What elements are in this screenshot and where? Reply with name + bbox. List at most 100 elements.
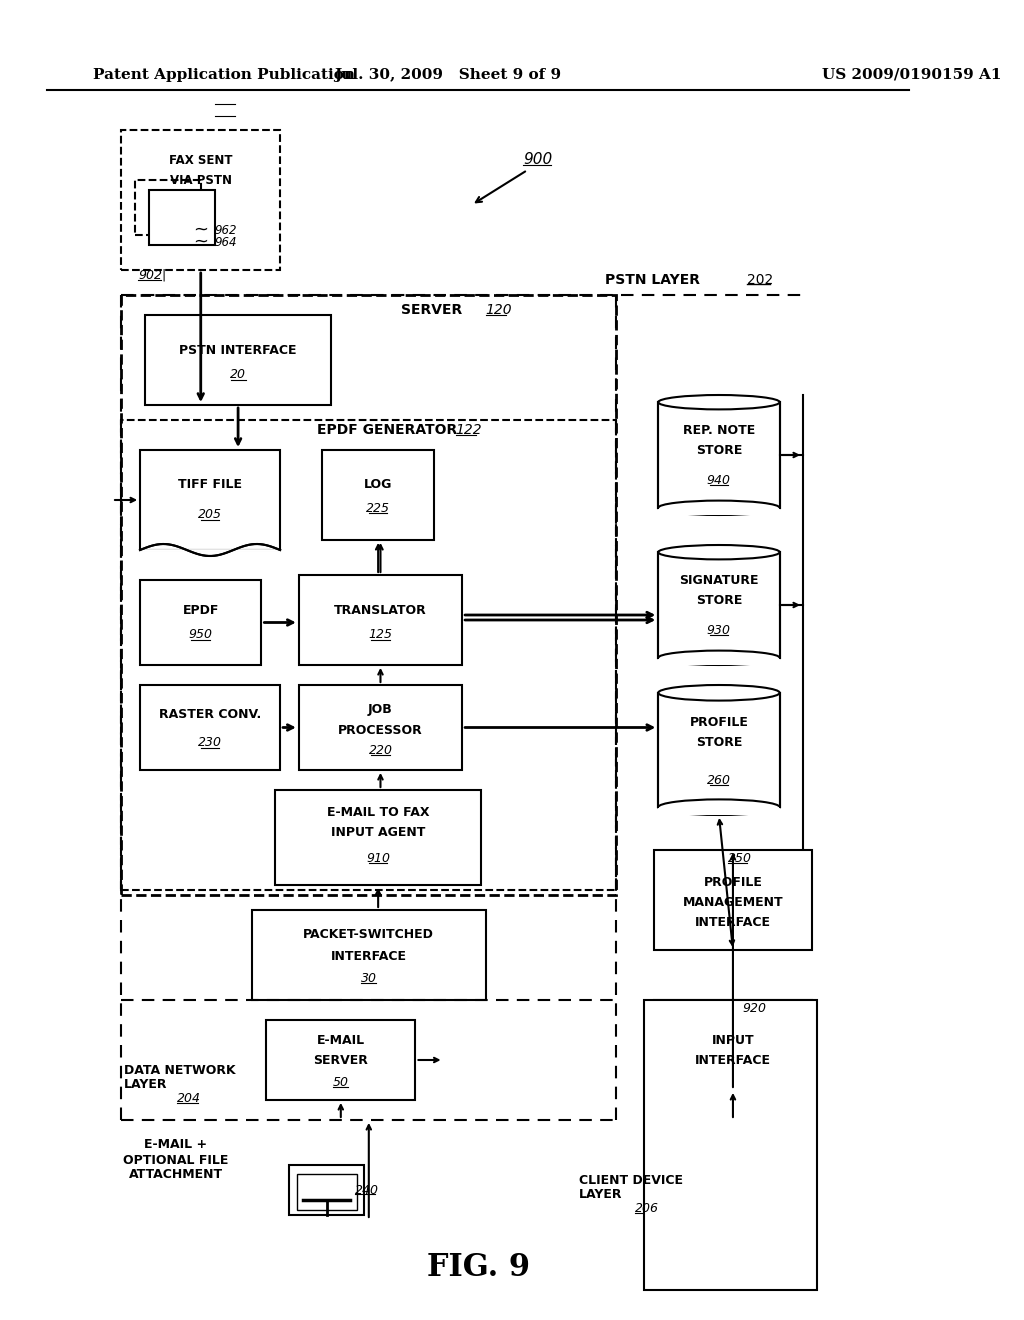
Bar — [658, 508, 779, 515]
Text: Patent Application Publication: Patent Application Publication — [93, 69, 355, 82]
Text: ~: ~ — [194, 220, 208, 239]
Text: EPDF: EPDF — [182, 603, 219, 616]
Bar — [658, 693, 779, 808]
Text: TRANSLATOR: TRANSLATOR — [334, 603, 427, 616]
Bar — [644, 1001, 817, 1290]
Text: 940: 940 — [707, 474, 731, 487]
Text: 910: 910 — [367, 851, 390, 865]
Text: LAYER: LAYER — [124, 1078, 168, 1092]
Text: 125: 125 — [369, 628, 392, 642]
Text: 240: 240 — [354, 1184, 379, 1196]
Text: 260: 260 — [707, 774, 731, 787]
Text: 220: 220 — [369, 743, 392, 756]
Text: PROFILE: PROFILE — [703, 876, 763, 890]
Bar — [122, 420, 616, 890]
Ellipse shape — [658, 500, 779, 515]
Text: PACKET-SWITCHED: PACKET-SWITCHED — [303, 928, 434, 941]
Bar — [299, 685, 462, 770]
Text: 250: 250 — [728, 851, 753, 865]
Text: TIFF FILE: TIFF FILE — [178, 479, 242, 491]
Text: INPUT AGENT: INPUT AGENT — [331, 825, 425, 838]
Text: OPTIONAL FILE: OPTIONAL FILE — [123, 1154, 228, 1167]
Text: 202: 202 — [746, 273, 773, 286]
Text: ~: ~ — [194, 234, 208, 251]
Bar — [266, 1020, 416, 1100]
Text: 20: 20 — [230, 368, 246, 381]
Bar — [290, 1166, 365, 1214]
Text: INPUT: INPUT — [712, 1034, 755, 1047]
Text: PROCESSOR: PROCESSOR — [338, 723, 423, 737]
Text: 230: 230 — [198, 737, 222, 750]
Text: VIA PSTN: VIA PSTN — [170, 173, 231, 186]
Text: US 2009/0190159 A1: US 2009/0190159 A1 — [821, 69, 1001, 82]
Text: FIG. 9: FIG. 9 — [427, 1253, 529, 1283]
Ellipse shape — [658, 395, 779, 409]
Text: 930: 930 — [707, 623, 731, 636]
Bar — [658, 808, 779, 814]
Bar — [252, 909, 485, 1001]
Text: PROFILE: PROFILE — [689, 717, 749, 730]
Text: LAYER: LAYER — [579, 1188, 623, 1201]
Text: 206: 206 — [635, 1201, 658, 1214]
Text: SERVER: SERVER — [313, 1053, 369, 1067]
Text: 962: 962 — [215, 223, 238, 236]
Bar — [299, 576, 462, 665]
Text: 50: 50 — [333, 1076, 349, 1089]
Text: 902|: 902| — [138, 268, 167, 281]
Text: STORE: STORE — [695, 444, 742, 457]
Text: STORE: STORE — [695, 594, 742, 606]
Text: E-MAIL TO FAX: E-MAIL TO FAX — [327, 805, 429, 818]
Text: 120: 120 — [485, 304, 512, 317]
Text: INTERFACE: INTERFACE — [695, 916, 771, 929]
Text: Jul. 30, 2009   Sheet 9 of 9: Jul. 30, 2009 Sheet 9 of 9 — [335, 69, 562, 82]
Bar — [297, 1173, 356, 1210]
Bar — [658, 552, 779, 657]
Text: 900: 900 — [523, 153, 552, 168]
Text: PSTN LAYER: PSTN LAYER — [605, 273, 700, 286]
Text: STORE: STORE — [695, 737, 742, 750]
Text: JOB: JOB — [368, 704, 393, 717]
Bar — [140, 450, 281, 550]
Bar — [658, 657, 779, 665]
Text: SERVER: SERVER — [401, 304, 463, 317]
Text: EPDF GENERATOR: EPDF GENERATOR — [317, 422, 458, 437]
Text: 30: 30 — [360, 972, 377, 985]
Text: 122: 122 — [456, 422, 482, 437]
Text: INTERFACE: INTERFACE — [695, 1053, 771, 1067]
Bar — [653, 850, 812, 950]
Ellipse shape — [658, 545, 779, 560]
Ellipse shape — [658, 800, 779, 814]
Bar — [140, 685, 281, 770]
Bar — [144, 315, 332, 405]
Bar — [653, 1001, 812, 1090]
Text: PSTN INTERFACE: PSTN INTERFACE — [179, 343, 297, 356]
Text: E-MAIL +: E-MAIL + — [144, 1138, 207, 1151]
Text: 950: 950 — [188, 628, 213, 642]
Bar — [135, 180, 201, 235]
Text: REP. NOTE: REP. NOTE — [683, 424, 755, 437]
Bar — [150, 190, 215, 246]
Text: SIGNATURE: SIGNATURE — [679, 573, 759, 586]
Ellipse shape — [658, 685, 779, 701]
Text: DATA NETWORK: DATA NETWORK — [124, 1064, 236, 1077]
Bar — [658, 403, 779, 508]
Text: CLIENT DEVICE: CLIENT DEVICE — [579, 1173, 683, 1187]
Text: RASTER CONV.: RASTER CONV. — [159, 709, 261, 722]
Bar — [122, 294, 616, 895]
Text: MANAGEMENT: MANAGEMENT — [683, 896, 783, 909]
Bar — [140, 579, 261, 665]
Text: 204: 204 — [177, 1092, 202, 1105]
Text: INTERFACE: INTERFACE — [331, 950, 407, 964]
Text: 225: 225 — [367, 502, 390, 515]
Text: FAX SENT: FAX SENT — [169, 153, 232, 166]
Text: LOG: LOG — [364, 479, 392, 491]
Bar — [122, 129, 281, 271]
Text: 920: 920 — [742, 1002, 766, 1015]
Text: ATTACHMENT: ATTACHMENT — [128, 1168, 222, 1181]
Text: E-MAIL: E-MAIL — [316, 1034, 365, 1047]
Text: 205: 205 — [198, 508, 222, 521]
Ellipse shape — [658, 651, 779, 665]
Bar — [323, 450, 434, 540]
Bar — [275, 789, 481, 884]
Text: 964: 964 — [215, 235, 238, 248]
